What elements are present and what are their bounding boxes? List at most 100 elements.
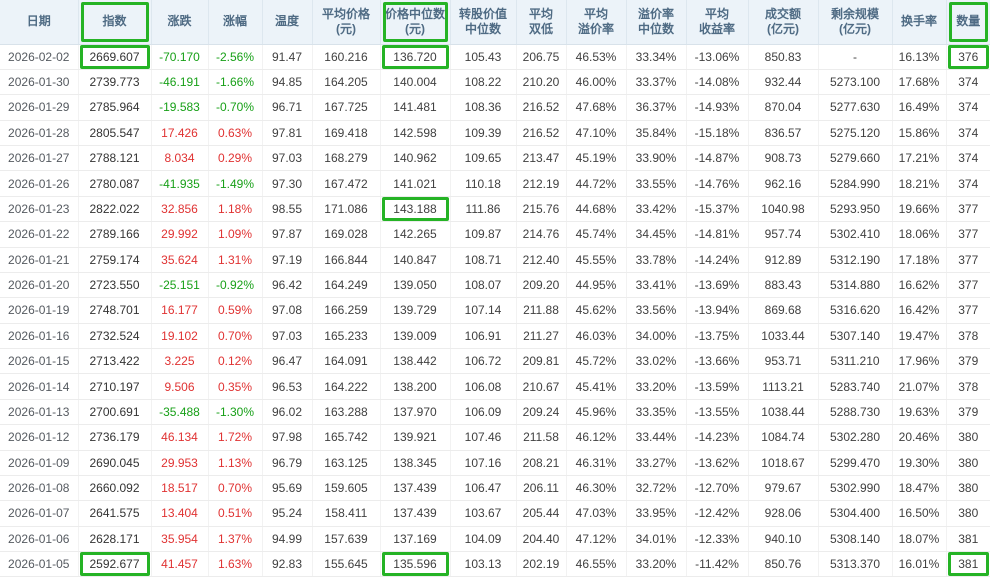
cell-median-premium: 33.44%: [626, 424, 687, 451]
cell-avg-yield: -13.55%: [686, 399, 749, 426]
cell-count: 378: [946, 323, 990, 350]
cell-avg-premium: 45.72%: [566, 348, 627, 375]
cell-avg-yield: -11.42%: [686, 551, 749, 577]
cell-median-premium: 35.84%: [626, 120, 687, 147]
cell-remaining-size: 5302.990: [818, 475, 893, 502]
cell-avg-price: 165.742: [312, 424, 381, 451]
cell-turnover-amount: 869.68: [748, 297, 819, 324]
cell-median-price: 140.004: [380, 69, 451, 96]
cell-avg-double-low: 214.76: [516, 221, 567, 248]
cell-change-pct: 0.63%: [208, 120, 263, 147]
cell-median-price: 140.847: [380, 247, 451, 273]
cell-temperature: 96.53: [262, 373, 313, 400]
column-header-remaining-size: 剩余规模 (亿元): [818, 0, 893, 45]
table-row: 2026-02-02 2669.607 -70.170 -2.56% 91.47 160.…: [0, 44, 990, 70]
cell-date: 2026-01-30: [0, 69, 79, 96]
cell-avg-price: 164.222: [312, 373, 381, 400]
cell-avg-double-low: 215.76: [516, 196, 567, 223]
cell-temperature: 92.83: [262, 551, 313, 577]
cell-turnover-rate: 16.01%: [892, 551, 947, 577]
cell-change: -35.488: [151, 399, 209, 426]
cell-median-premium: 33.95%: [626, 500, 687, 527]
cell-index: 2739.773: [78, 69, 152, 96]
cell-turnover-rate: 17.68%: [892, 69, 947, 96]
table-row: 2026-01-26 2780.087 -41.935 -1.49% 97.30 167.…: [0, 170, 990, 197]
cell-remaining-size: 5307.140: [818, 323, 893, 350]
cell-turnover-amount: 1018.67: [748, 450, 819, 476]
cell-turnover-amount: 850.83: [748, 44, 819, 70]
cell-avg-price: 167.725: [312, 94, 381, 121]
cell-index: 2592.677: [78, 551, 152, 577]
cell-temperature: 94.99: [262, 526, 313, 553]
cell-avg-premium: 44.68%: [566, 196, 627, 223]
cell-median-price: 139.009: [380, 323, 451, 350]
cell-avg-double-low: 209.81: [516, 348, 567, 375]
cell-avg-premium: 45.62%: [566, 297, 627, 324]
cell-avg-price: 165.233: [312, 323, 381, 350]
cell-change-pct: 1.72%: [208, 424, 263, 451]
cell-count: 381: [946, 551, 990, 577]
cell-change: 3.225: [151, 348, 209, 375]
cell-median-price: 137.970: [380, 399, 451, 426]
cell-count: 374: [946, 120, 990, 147]
cell-change-pct: -1.30%: [208, 399, 263, 426]
cell-median-conversion-value: 111.86: [450, 196, 517, 223]
cell-avg-yield: -14.23%: [686, 424, 749, 451]
cell-avg-price: 169.418: [312, 120, 381, 147]
cell-turnover-amount: 1113.21: [748, 373, 819, 400]
cell-avg-premium: 45.96%: [566, 399, 627, 426]
cell-remaining-size: 5312.190: [818, 247, 893, 273]
cell-median-conversion-value: 110.18: [450, 170, 517, 197]
cell-turnover-rate: 16.62%: [892, 272, 947, 299]
cell-turnover-amount: 1040.98: [748, 196, 819, 223]
cell-temperature: 97.98: [262, 424, 313, 451]
cell-avg-price: 155.645: [312, 551, 381, 577]
cell-change: 19.102: [151, 323, 209, 350]
cell-change-pct: -0.92%: [208, 272, 263, 299]
cell-temperature: 97.08: [262, 297, 313, 324]
cell-avg-yield: -13.69%: [686, 272, 749, 299]
cell-change: -41.935: [151, 170, 209, 197]
cell-median-price: 136.720: [380, 44, 451, 70]
cell-index: 2788.121: [78, 145, 152, 172]
cell-temperature: 97.30: [262, 170, 313, 197]
cell-change: 8.034: [151, 145, 209, 172]
cell-median-premium: 33.42%: [626, 196, 687, 223]
cell-temperature: 97.03: [262, 145, 313, 172]
cell-avg-yield: -12.42%: [686, 500, 749, 527]
table-row: 2026-01-23 2822.022 32.856 1.18% 98.55 171.08…: [0, 196, 990, 223]
cell-median-conversion-value: 106.09: [450, 399, 517, 426]
cell-median-price: 141.021: [380, 170, 451, 197]
cell-turnover-amount: 932.44: [748, 69, 819, 96]
cell-avg-price: 158.411: [312, 500, 381, 527]
table-row: 2026-01-06 2628.171 35.954 1.37% 94.99 157.63…: [0, 526, 990, 553]
table-row: 2026-01-30 2739.773 -46.191 -1.66% 94.85 164.…: [0, 69, 990, 96]
cell-remaining-size: 5313.370: [818, 551, 893, 577]
cell-turnover-rate: 21.07%: [892, 373, 947, 400]
table-row: 2026-01-14 2710.197 9.506 0.35% 96.53 164.222…: [0, 373, 990, 400]
cell-count: 378: [946, 373, 990, 400]
cell-avg-yield: -14.76%: [686, 170, 749, 197]
cell-avg-price: 164.205: [312, 69, 381, 96]
cell-remaining-size: 5288.730: [818, 399, 893, 426]
cell-avg-yield: -12.33%: [686, 526, 749, 553]
cell-temperature: 97.19: [262, 247, 313, 273]
cell-date: 2026-01-22: [0, 221, 79, 248]
cell-median-conversion-value: 106.91: [450, 323, 517, 350]
cell-index: 2732.524: [78, 323, 152, 350]
cell-avg-price: 169.028: [312, 221, 381, 248]
cell-change: 29.953: [151, 450, 209, 476]
cell-date: 2026-01-16: [0, 323, 79, 350]
cell-turnover-amount: 928.06: [748, 500, 819, 527]
cell-avg-price: 163.125: [312, 450, 381, 476]
cell-change: -70.170: [151, 44, 209, 70]
cell-temperature: 97.87: [262, 221, 313, 248]
cell-avg-premium: 44.72%: [566, 170, 627, 197]
cell-avg-yield: -14.93%: [686, 94, 749, 121]
cell-avg-premium: 47.68%: [566, 94, 627, 121]
cell-median-conversion-value: 107.46: [450, 424, 517, 451]
cell-avg-premium: 47.10%: [566, 120, 627, 147]
cell-date: 2026-01-28: [0, 120, 79, 147]
table-row: 2026-01-05 2592.677 41.457 1.63% 92.83 155.64…: [0, 551, 990, 577]
cell-median-conversion-value: 109.39: [450, 120, 517, 147]
